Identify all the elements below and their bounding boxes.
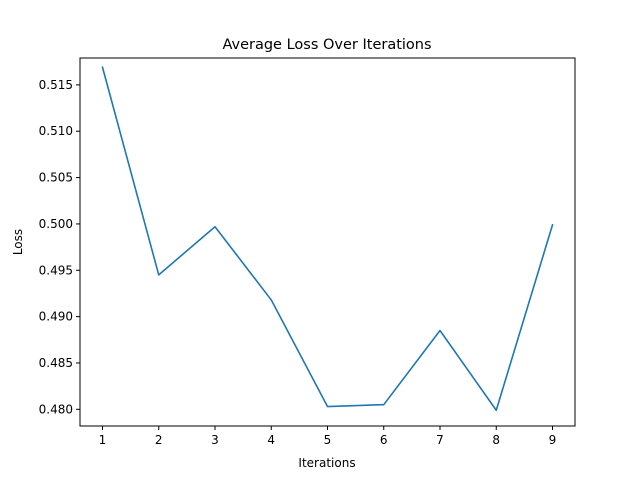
x-tick-label: 9 <box>549 433 557 447</box>
x-tick-label: 5 <box>324 433 332 447</box>
x-tick-label: 6 <box>380 433 388 447</box>
y-tick-label: 0.480 <box>39 402 73 416</box>
series-layer <box>101 66 554 412</box>
y-axis-ticks: 0.480 0.485 0.490 0.495 0.500 0.505 0.510 0.515 <box>39 78 80 416</box>
x-axis-label: Iterations <box>298 456 355 470</box>
chart-title: Average Loss Over Iterations <box>222 37 431 53</box>
y-axis-label: Loss <box>11 229 25 255</box>
x-tick-label: 3 <box>211 433 219 447</box>
y-tick-label: 0.505 <box>39 171 73 185</box>
y-tick-label: 0.485 <box>39 356 73 370</box>
x-axis-ticks: 1 2 3 4 5 6 7 8 9 <box>99 426 557 447</box>
y-tick-label: 0.495 <box>39 263 73 277</box>
x-tick-label: 2 <box>155 433 163 447</box>
plot-area-frame <box>79 57 576 427</box>
x-tick-label: 4 <box>267 433 275 447</box>
y-tick-label: 0.490 <box>39 310 73 324</box>
y-tick-label: 0.510 <box>39 124 73 138</box>
x-tick-label: 7 <box>436 433 444 447</box>
x-tick-label: 1 <box>99 433 107 447</box>
x-tick-label: 8 <box>492 433 500 447</box>
y-tick-label: 0.515 <box>39 78 73 92</box>
series-line <box>101 66 554 412</box>
y-tick-label: 0.500 <box>39 217 73 231</box>
